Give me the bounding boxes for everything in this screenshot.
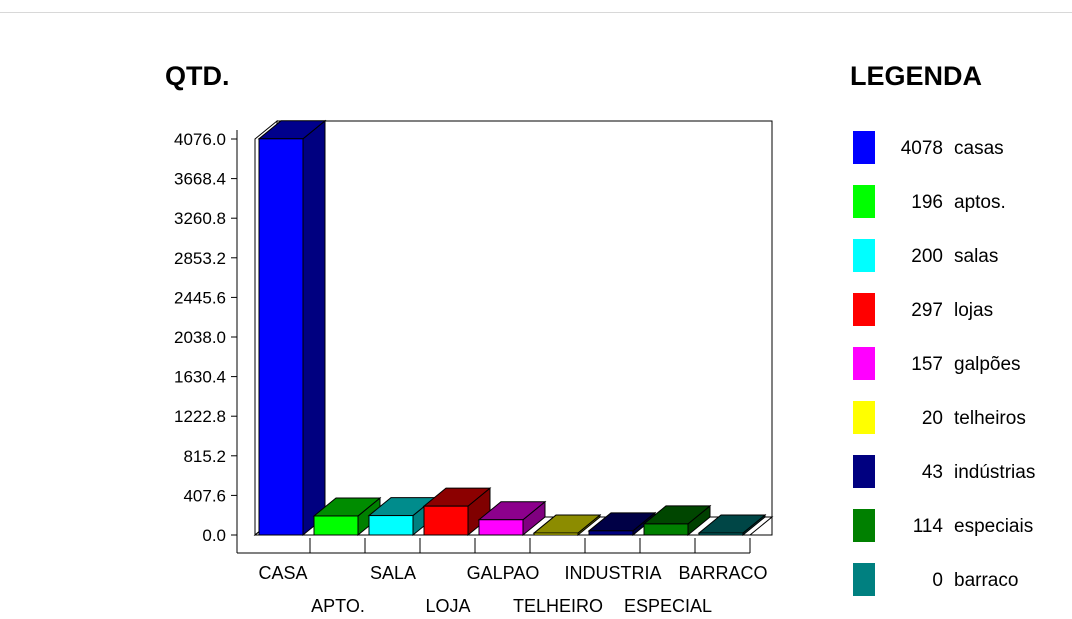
legend-swatch [853, 347, 875, 380]
bar-especial [642, 504, 712, 537]
bar-front [533, 532, 579, 536]
legend-swatch [853, 239, 875, 272]
bar-front [698, 532, 744, 536]
x-category-label: LOJA [425, 596, 470, 616]
legend-count: 196 [911, 192, 943, 213]
y-axis: 0.0 407.6 815.2 1222.8 1630.4 2038.0 2445.6 285… [174, 130, 750, 554]
y-tick-label: 4076.0 [174, 130, 226, 149]
bar-casa [257, 119, 327, 537]
legend-title: LEGENDA [850, 61, 982, 91]
bar-loja [422, 487, 492, 537]
y-tick-label: 1222.8 [174, 407, 226, 426]
legend-swatch [853, 401, 875, 434]
bar-barraco [697, 513, 767, 537]
y-tick-label: 2038.0 [174, 328, 226, 347]
legend-count: 0 [932, 570, 943, 591]
legend-label: telheiros [954, 408, 1026, 429]
legend-label: indústrias [954, 462, 1035, 483]
bar-front [643, 523, 689, 536]
bar-front [368, 515, 414, 536]
y-tick-label: 3260.8 [174, 209, 226, 228]
chart-title: QTD. [165, 61, 230, 91]
bars [257, 119, 767, 537]
x-category-label: TELHEIRO [513, 596, 603, 616]
x-category-label: ESPECIAL [624, 596, 712, 616]
legend-swatch [853, 131, 875, 164]
legend-swatch [853, 455, 875, 488]
y-tick-label: 407.6 [183, 486, 226, 505]
y-tick-label: 1630.4 [174, 368, 226, 387]
y-tick-label: 2445.6 [174, 288, 226, 307]
x-category-label: SALA [370, 563, 416, 583]
legend-swatch [853, 563, 875, 596]
bar-galpao [477, 500, 547, 537]
legend-count: 4078 [901, 138, 943, 159]
bar-side [302, 119, 326, 537]
legend-label: aptos. [954, 192, 1006, 213]
legend-swatch [853, 293, 875, 326]
plot-frame [253, 119, 774, 537]
legend-count: 297 [911, 300, 943, 321]
back-wall [276, 120, 773, 536]
legend-count: 114 [913, 516, 944, 537]
legend-count: 43 [922, 462, 943, 483]
y-tick-label: 3668.4 [174, 170, 226, 189]
bar-front [258, 138, 304, 536]
legend-count: 20 [922, 408, 943, 429]
x-category-label: APTO. [311, 596, 365, 616]
y-tick-label: 0.0 [202, 526, 226, 545]
legend-label: casas [954, 138, 1004, 159]
legend-count: 200 [911, 246, 943, 267]
legend-label: barraco [954, 570, 1018, 591]
top-divider [0, 12, 1072, 13]
x-category-label: GALPAO [467, 563, 540, 583]
bar-front [588, 530, 634, 536]
bar-front [313, 515, 359, 536]
x-category-label: INDUSTRIA [564, 563, 661, 583]
x-category-label: BARRACO [678, 563, 767, 583]
legend-swatch [853, 185, 875, 218]
legend-label: salas [954, 246, 998, 267]
y-tick-label: 2853.2 [174, 249, 226, 268]
bar-telheiro [532, 514, 602, 537]
x-category-label: CASA [258, 563, 307, 583]
y-tick-label: 815.2 [183, 447, 226, 466]
legend-label: especiais [954, 516, 1033, 537]
legend-count: 157 [911, 354, 943, 375]
legend-label: galpões [954, 354, 1021, 375]
bar-front [478, 519, 524, 536]
legend-swatch [853, 509, 875, 542]
legend-label: lojas [954, 300, 993, 321]
bar-front [423, 505, 469, 536]
